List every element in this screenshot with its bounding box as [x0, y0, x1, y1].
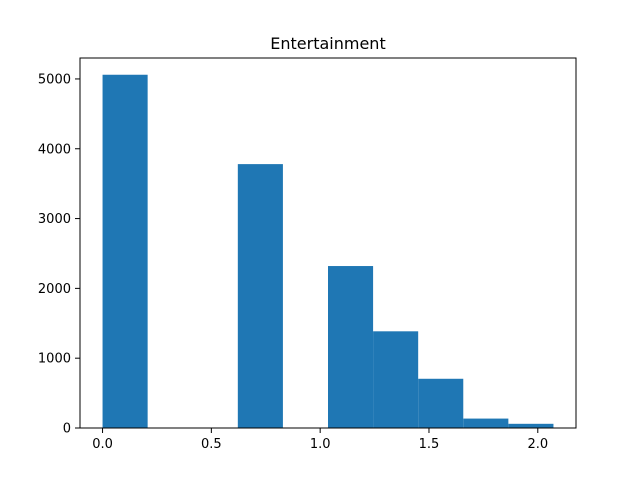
histogram-bar	[328, 266, 374, 428]
x-tick-label: 1.5	[419, 437, 440, 452]
y-axis: 0 1000 2000 3000 4000 5000	[38, 72, 80, 437]
x-tick-label: 0.5	[201, 437, 222, 452]
histogram-bar	[373, 331, 419, 428]
x-tick-label: 1.0	[310, 437, 331, 452]
bars-group	[102, 74, 554, 429]
plot-frame	[79, 57, 577, 429]
y-tick-label: 2000	[38, 282, 71, 297]
x-axis: 0.0 0.5 1.0 1.5 2.0	[92, 428, 548, 452]
y-tick-label: 4000	[38, 142, 71, 157]
histogram-bar	[418, 378, 464, 428]
histogram-bar	[102, 74, 148, 428]
histogram-bar	[508, 423, 554, 428]
histogram-bar	[237, 164, 283, 429]
chart-title: Entertainment	[270, 34, 385, 53]
x-tick-label: 2.0	[527, 437, 548, 452]
x-tick-label: 0.0	[92, 437, 113, 452]
y-tick-label: 1000	[38, 352, 71, 367]
y-tick-label: 0	[63, 422, 71, 437]
y-tick-label: 5000	[38, 72, 71, 87]
y-tick-label: 3000	[38, 212, 71, 227]
histogram-bar	[463, 418, 509, 428]
